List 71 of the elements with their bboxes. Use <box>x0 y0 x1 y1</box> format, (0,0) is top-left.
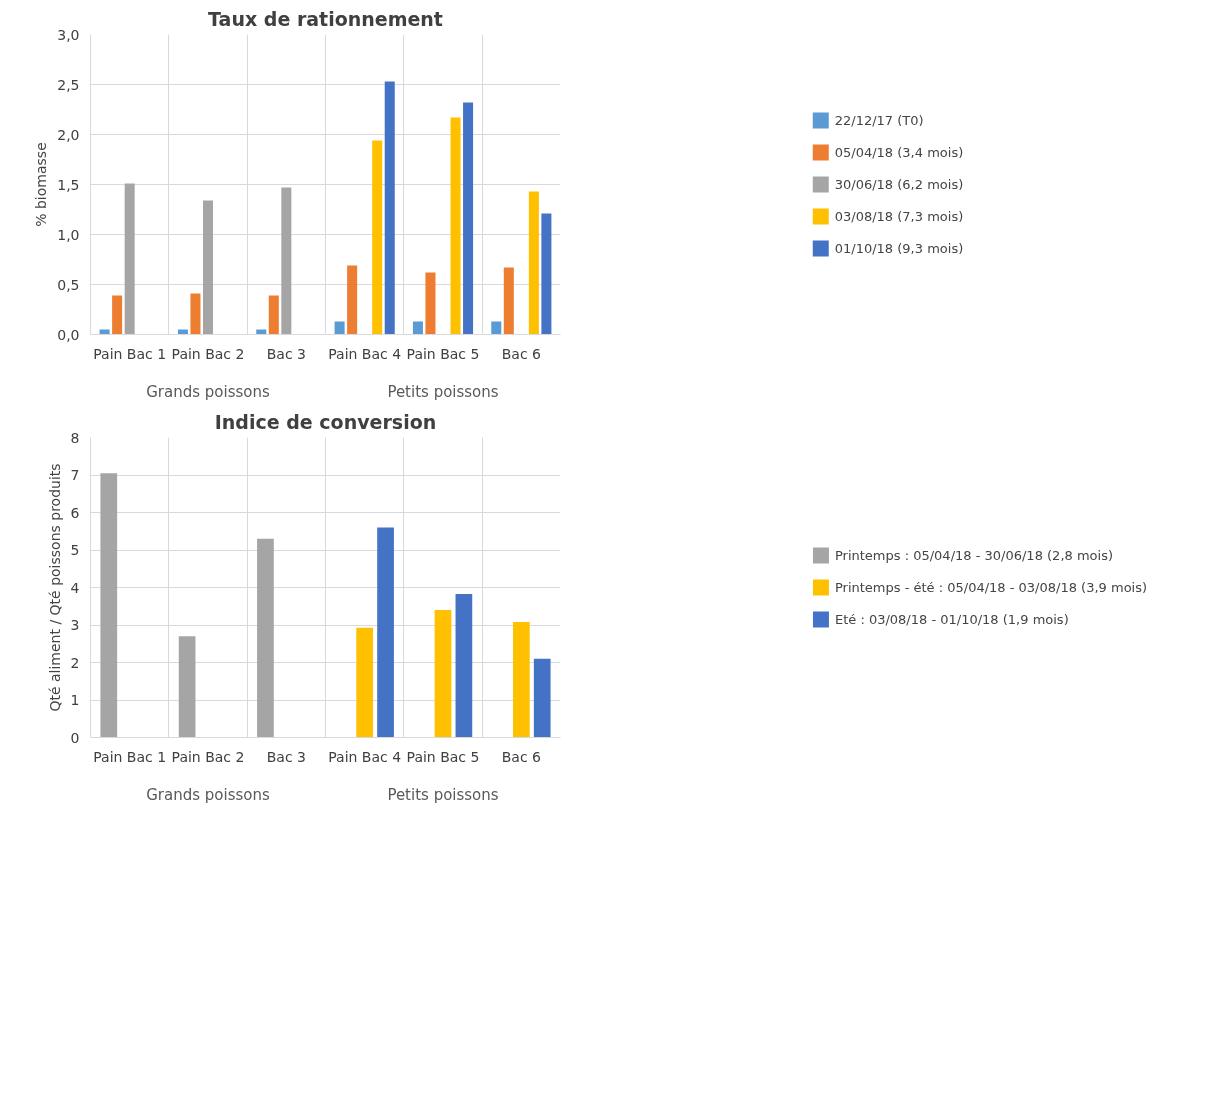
y-tick-label: 0,5 <box>57 276 80 293</box>
bar <box>268 295 279 335</box>
legend-label: Printemps : 05/04/18 - 30/06/18 (2,8 mois) <box>834 547 1113 563</box>
legend-label: Eté : 03/08/18 - 01/10/18 (1,9 mois) <box>834 611 1069 627</box>
bar <box>356 627 374 738</box>
x-tick-label: Pain Bac 4 <box>328 345 402 362</box>
y-tick-label: 5 <box>70 542 80 558</box>
bar <box>412 321 423 335</box>
x-tick-label: Bac 6 <box>501 345 542 362</box>
y-tick-label: 1,0 <box>57 226 80 243</box>
bar <box>512 622 530 738</box>
y-tick-label: 1 <box>70 692 80 708</box>
y-axis-title: Qté aliment / Qté poissons produits <box>46 463 63 712</box>
legend-label: 01/10/18 (9,3 mois) <box>834 240 964 256</box>
text: Grands poissons <box>146 785 270 804</box>
x-tick-label: Pain Bac 4 <box>328 748 402 765</box>
x-tick-label: Bac 3 <box>266 345 306 362</box>
x-tick-label: Bac 3 <box>266 748 306 765</box>
y-tick-label: 6 <box>70 504 80 521</box>
bar <box>377 527 394 738</box>
x-tick-label: Pain Bac 2 <box>171 748 245 765</box>
y-tick-label: 2 <box>70 654 80 671</box>
bar <box>202 200 214 335</box>
bar <box>257 538 274 738</box>
bar <box>434 610 452 738</box>
x-tick-label: Pain Bac 2 <box>171 345 245 362</box>
y-tick-label: 1,5 <box>57 176 80 193</box>
text: Petits poissons <box>387 382 499 401</box>
x-tick-label: Pain Bac 5 <box>406 748 480 765</box>
bar <box>372 140 383 335</box>
y-tick-label: 2,0 <box>57 126 80 143</box>
legend-label: 05/04/18 (3,4 mois) <box>834 144 964 160</box>
bar <box>541 213 552 335</box>
text: Petits poissons <box>387 785 499 804</box>
bar <box>455 593 473 738</box>
bar <box>503 267 514 335</box>
y-tick-label: 2,5 <box>57 76 80 93</box>
y-tick-label: 0 <box>70 729 80 746</box>
y-tick-label: 3 <box>70 617 80 633</box>
y-tick-label: 0,0 <box>57 326 80 343</box>
chart-title: Indice de conversion <box>214 410 437 433</box>
x-tick-label: Bac 6 <box>501 748 542 765</box>
x-tick-label: Pain Bac 1 <box>93 345 167 362</box>
bar <box>528 191 539 335</box>
y-tick-label: 4 <box>70 579 80 596</box>
x-tick-label: Pain Bac 1 <box>93 748 167 765</box>
y-tick-label: 7 <box>70 467 80 483</box>
chart-title: Taux de rationnement <box>208 7 443 30</box>
bar <box>178 636 196 738</box>
y-tick-label: 3,0 <box>57 26 80 43</box>
legend-label: Printemps - été : 05/04/18 - 03/08/18 (3,9 mois) <box>834 579 1148 595</box>
legend-label: 03/08/18 (7,3 mois) <box>834 208 964 224</box>
bar <box>190 293 201 335</box>
text: Grands poissons <box>146 382 270 401</box>
bar <box>450 117 461 335</box>
bar <box>491 321 502 335</box>
bar <box>425 272 436 335</box>
y-tick-label: 8 <box>70 429 80 446</box>
bar <box>100 473 118 738</box>
bar <box>112 295 123 335</box>
legend-label: 30/06/18 (6,2 mois) <box>834 176 964 192</box>
x-tick-label: Pain Bac 5 <box>406 345 480 362</box>
bar <box>281 187 292 335</box>
legend-label: 22/12/17 (T0) <box>834 112 924 128</box>
bar <box>533 658 551 738</box>
bar <box>463 102 474 335</box>
bar <box>347 265 358 335</box>
bar <box>124 183 135 335</box>
bar <box>384 81 395 335</box>
y-axis-title: % biomasse <box>33 142 50 227</box>
bar <box>334 321 345 335</box>
